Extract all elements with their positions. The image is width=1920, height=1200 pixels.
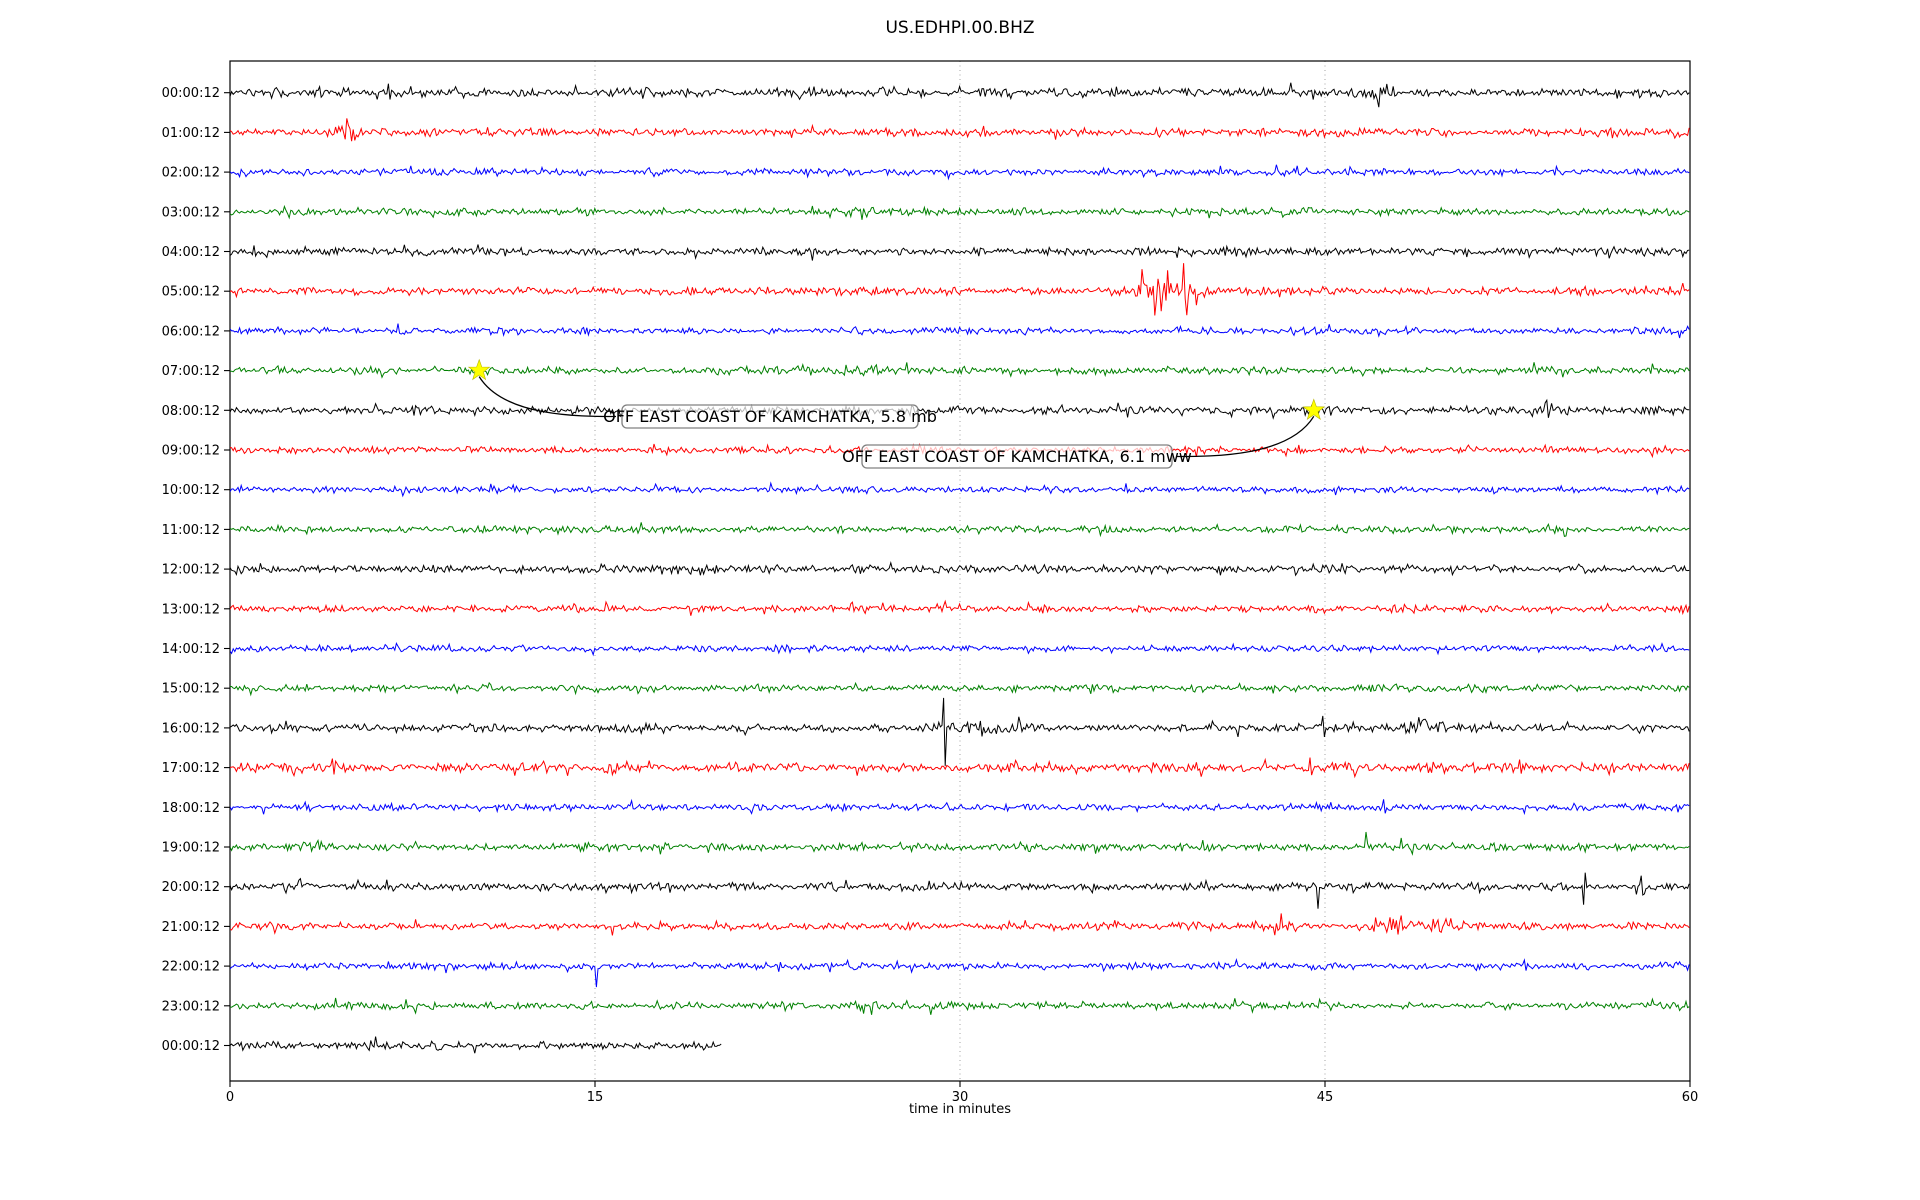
y-axis-label-4: 04:00:12 [162, 245, 220, 260]
event-star-1 [467, 358, 491, 381]
y-axis-label-0: 00:00:12 [162, 86, 220, 101]
x-tick-label-0: 0 [226, 1090, 234, 1105]
x-tick-label-30: 30 [952, 1090, 969, 1105]
y-axis-label-11: 11:00:12 [162, 523, 220, 538]
y-axis-label-3: 03:00:12 [162, 205, 220, 220]
trace-row-22-22:00:12 [230, 957, 1690, 988]
trace-row-6-06:00:12 [230, 323, 1690, 339]
y-axis-label-19: 19:00:12 [162, 841, 220, 856]
annotation-text-1: OFF EAST COAST OF KAMCHATKA, 5.8 mb [603, 407, 937, 426]
y-axis-label-2: 02:00:12 [162, 166, 220, 181]
annotation-arrow-1 [478, 376, 617, 418]
trace-row-12-12:00:12 [230, 561, 1690, 577]
trace-row-20-20:00:12 [230, 872, 1690, 909]
trace-row-2-02:00:12 [230, 164, 1690, 181]
trace-row-21-21:00:12 [230, 913, 1690, 936]
y-axis-label-12: 12:00:12 [162, 563, 220, 578]
trace-row-0-00:00:12 [230, 82, 1690, 108]
trace-row-10-10:00:12 [230, 481, 1690, 498]
y-axis-label-1: 01:00:12 [162, 126, 220, 141]
y-axis-label-9: 09:00:12 [162, 444, 220, 459]
y-axis-label-10: 10:00:12 [162, 483, 220, 498]
annotation-arrow-2 [1175, 415, 1315, 458]
y-axis-label-7: 07:00:12 [162, 364, 220, 379]
trace-row-24-00:00:12 [230, 1036, 722, 1054]
y-axis-label-6: 06:00:12 [162, 324, 220, 339]
y-axis-label-8: 08:00:12 [162, 404, 220, 419]
trace-row-1-01:00:12 [230, 118, 1690, 142]
trace-row-17-17:00:12 [230, 757, 1690, 779]
y-axis-label-23: 23:00:12 [162, 999, 220, 1014]
annotation-box-2 [861, 444, 1173, 469]
x-tick-label-15: 15 [587, 1090, 604, 1105]
annotation-text-2: OFF EAST COAST OF KAMCHATKA, 6.1 mww [842, 447, 1192, 466]
trace-row-7-07:00:12 [230, 362, 1690, 379]
x-tick-label-60: 60 [1682, 1090, 1699, 1105]
y-axis-label-5: 05:00:12 [162, 285, 220, 300]
y-axis-label-15: 15:00:12 [162, 682, 220, 697]
y-axis-label-13: 13:00:12 [162, 602, 220, 617]
y-axis-label-21: 21:00:12 [162, 920, 220, 935]
trace-row-5-05:00:12 [230, 263, 1690, 316]
trace-row-16-16:00:12 [230, 697, 1690, 766]
trace-row-23-23:00:12 [230, 997, 1690, 1015]
y-axis-label-16: 16:00:12 [162, 721, 220, 736]
y-axis-label-22: 22:00:12 [162, 960, 220, 975]
trace-row-18-18:00:12 [230, 798, 1690, 816]
trace-row-8-08:00:12 [230, 398, 1690, 420]
trace-row-14-14:00:12 [230, 642, 1690, 657]
trace-row-4-04:00:12 [230, 244, 1690, 261]
trace-row-15-15:00:12 [230, 681, 1690, 697]
trace-row-3-03:00:12 [230, 204, 1690, 220]
plot-title: US.EDHPI.00.BHZ [885, 18, 1035, 38]
y-axis-label-20: 20:00:12 [162, 880, 220, 895]
annotation-box-1 [621, 404, 919, 429]
x-tick-label-45: 45 [1317, 1090, 1334, 1105]
trace-row-19-19:00:12 [230, 831, 1690, 856]
event-star-2 [1302, 398, 1326, 420]
x-axis-title: time in minutes [908, 1102, 1012, 1117]
y-axis-label-17: 17:00:12 [162, 761, 220, 776]
trace-row-13-13:00:12 [230, 599, 1690, 616]
y-axis-label-18: 18:00:12 [162, 801, 220, 816]
trace-row-11-11:00:12 [230, 522, 1690, 538]
y-axis-label-24: 00:00:12 [162, 1039, 220, 1054]
y-axis-label-14: 14:00:12 [162, 642, 220, 657]
